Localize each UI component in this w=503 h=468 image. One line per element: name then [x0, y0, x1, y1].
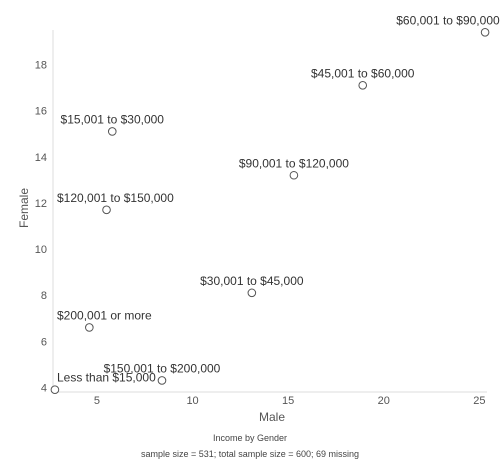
x-tick-label: 20	[378, 395, 390, 407]
x-tick-label: 15	[282, 395, 294, 407]
point-label: $60,001 to $90,000	[396, 13, 500, 27]
x-axis-title: Male	[259, 410, 285, 424]
point-label: $45,001 to $60,000	[311, 66, 415, 80]
x-tick-label: 5	[94, 395, 100, 407]
data-points: $60,001 to $90,000 $45,001 to $60,000 $15,…	[50, 13, 500, 394]
data-point	[107, 127, 117, 136]
point-label: $150,001 to $200,000	[104, 361, 221, 375]
data-point	[50, 385, 60, 394]
data-point	[247, 288, 257, 298]
data-point	[102, 205, 111, 215]
axes	[52, 30, 487, 393]
y-ticks: 4 6 8 10 12 14 16 18	[35, 60, 47, 395]
point-label: $200,001 or more	[57, 308, 152, 322]
point-label: $90,001 to $120,000	[239, 156, 349, 170]
data-point	[289, 170, 299, 180]
point-label: Less than $15,000	[57, 371, 156, 385]
x-ticks: 5 10 15 20 25	[94, 395, 486, 407]
data-point	[480, 28, 490, 37]
y-tick-label: 4	[41, 382, 47, 394]
y-tick-label: 16	[35, 106, 47, 118]
data-point	[358, 81, 368, 90]
y-tick-label: 10	[35, 244, 47, 256]
data-point	[157, 376, 167, 385]
point-label: $15,001 to $30,000	[61, 112, 165, 126]
data-point	[85, 323, 94, 332]
chart-title: Income by Gender	[213, 433, 287, 443]
y-axis-title: Female	[17, 188, 31, 228]
y-tick-label: 12	[35, 198, 47, 210]
y-tick-label: 18	[35, 60, 47, 72]
y-tick-label: 6	[41, 336, 47, 348]
x-tick-label: 10	[186, 395, 198, 407]
y-tick-label: 14	[35, 152, 47, 164]
point-label: $30,001 to $45,000	[200, 274, 304, 288]
chart-subtitle: sample size = 531; total sample size = 6…	[141, 449, 359, 459]
x-tick-label: 25	[473, 395, 485, 407]
point-label: $120,001 to $150,000	[57, 191, 174, 205]
y-tick-label: 8	[41, 290, 47, 302]
